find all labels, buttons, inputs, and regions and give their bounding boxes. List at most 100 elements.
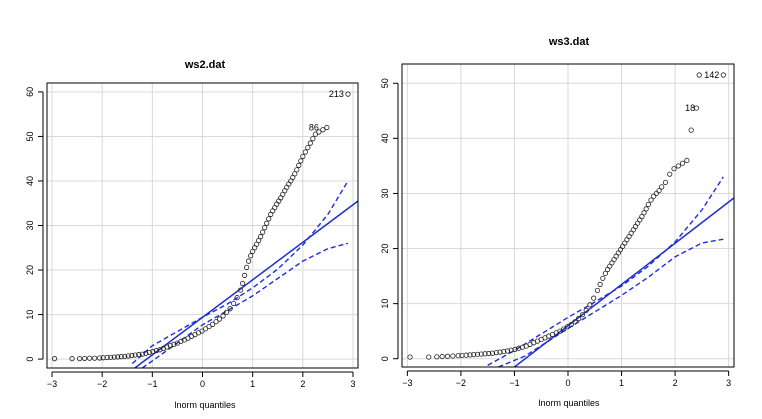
data-point <box>467 352 473 358</box>
data-point <box>305 144 311 151</box>
data-point <box>576 315 582 322</box>
data-point <box>153 348 159 354</box>
data-point <box>220 313 226 319</box>
y-tick-label: 10 <box>25 310 35 320</box>
data-point <box>77 356 83 362</box>
y-tick-label: 30 <box>380 188 390 198</box>
y-tick-label: 60 <box>25 87 35 97</box>
data-point <box>294 167 300 173</box>
data-point <box>231 300 237 307</box>
y-tick-label: 50 <box>380 78 390 88</box>
data-point <box>129 352 135 359</box>
x-tick-label: 0 <box>565 378 570 388</box>
data-point <box>178 338 184 344</box>
data-point <box>688 127 694 133</box>
x-tick-label: 0 <box>200 379 205 389</box>
data-point <box>564 324 571 330</box>
data-point <box>345 91 351 97</box>
data-point <box>316 129 322 135</box>
data-point <box>132 352 138 358</box>
chart-title-ws3: ws3.dat <box>548 36 590 48</box>
data-point <box>667 171 673 177</box>
point-label: 86 <box>309 123 319 133</box>
data-point <box>639 214 645 220</box>
x-tick-label: 3 <box>726 378 731 388</box>
data-point <box>583 307 589 313</box>
data-point <box>266 216 272 222</box>
confidence-envelope-lower <box>498 238 724 367</box>
chart-title-ws2: ws2.dat <box>184 59 226 71</box>
data-point <box>216 316 223 322</box>
data-point <box>696 72 702 78</box>
data-point <box>234 295 240 301</box>
data-point <box>675 163 681 169</box>
data-point <box>557 328 563 334</box>
data-point <box>474 351 481 357</box>
data-point <box>240 280 246 286</box>
data-point <box>648 197 654 203</box>
x-tick-label: −3 <box>402 378 412 388</box>
data-point <box>587 302 593 308</box>
data-point <box>659 184 665 190</box>
data-point <box>426 354 432 360</box>
data-point <box>602 270 609 276</box>
data-point <box>246 258 252 264</box>
point-label: 213 <box>329 89 344 99</box>
point-label: 18 <box>685 103 695 113</box>
x-axis-label-ws2: lnorm quantiles <box>174 400 236 410</box>
data-point <box>92 355 98 361</box>
data-point <box>115 354 121 360</box>
data-point <box>645 201 651 208</box>
data-point <box>471 352 477 358</box>
data-point <box>298 158 304 164</box>
data-point <box>136 352 142 358</box>
data-point <box>643 206 649 212</box>
x-tick-label: −1 <box>509 378 519 388</box>
data-point <box>656 188 662 194</box>
data-point <box>684 157 690 164</box>
data-point <box>320 127 326 133</box>
data-point <box>139 351 145 357</box>
data-point <box>167 343 173 349</box>
data-point <box>671 166 677 172</box>
data-point <box>209 321 216 327</box>
x-tick-label: 1 <box>619 378 624 388</box>
data-point <box>594 287 601 294</box>
data-point <box>641 210 647 216</box>
data-point <box>164 344 170 350</box>
data-point <box>264 220 270 226</box>
data-point <box>160 345 166 352</box>
data-point <box>501 348 507 355</box>
plot-frame <box>46 82 359 369</box>
data-point <box>223 309 230 315</box>
y-tick-label: 40 <box>380 133 390 143</box>
data-point <box>296 162 302 168</box>
y-tick-label: 10 <box>380 299 390 309</box>
data-point <box>508 347 514 353</box>
data-point <box>118 354 124 360</box>
y-tick-label: 0 <box>380 356 390 361</box>
data-point <box>104 354 110 361</box>
data-point <box>248 253 254 259</box>
data-point <box>111 354 117 360</box>
data-point <box>463 352 469 358</box>
data-point <box>572 319 578 325</box>
data-point <box>450 353 456 359</box>
data-point <box>292 171 298 177</box>
data-point <box>242 272 248 278</box>
x-tick-label: −3 <box>47 379 57 389</box>
data-point <box>720 72 726 78</box>
y-tick-label: 20 <box>25 265 35 275</box>
y-tick-label: 50 <box>25 131 35 141</box>
data-point <box>51 356 58 362</box>
data-point <box>256 238 262 244</box>
data-point <box>653 190 659 197</box>
confidence-envelope-upper <box>487 176 724 366</box>
qq-reference-line <box>134 200 358 368</box>
x-tick-label: −2 <box>97 379 107 389</box>
